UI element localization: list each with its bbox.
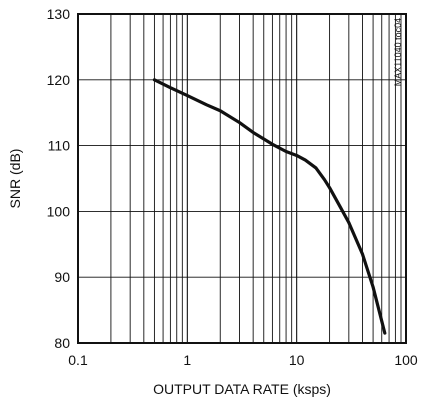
y-tick-label: 90 <box>54 269 70 285</box>
grid <box>78 14 406 343</box>
y-tick-label: 80 <box>54 335 70 351</box>
plot-frame <box>77 13 407 344</box>
y-tick-label: 130 <box>47 6 71 22</box>
x-tick-label: 1 <box>183 352 191 368</box>
x-axis-title: OUTPUT DATA RATE (ksps) <box>153 381 331 397</box>
series-layer <box>152 78 387 335</box>
y-tick-label: 110 <box>48 138 71 154</box>
figure-code-label: MAX11040 toc04 <box>393 18 403 86</box>
x-tick-label: 0.1 <box>68 352 88 368</box>
x-tick-label: 100 <box>394 352 418 368</box>
snr-series-line <box>152 78 387 335</box>
y-tick-label: 100 <box>47 203 71 219</box>
plot-border <box>77 13 407 344</box>
x-tick-label: 10 <box>289 352 305 368</box>
y-tick-label: 120 <box>47 72 71 88</box>
y-axis-title: SNR (dB) <box>7 149 23 209</box>
